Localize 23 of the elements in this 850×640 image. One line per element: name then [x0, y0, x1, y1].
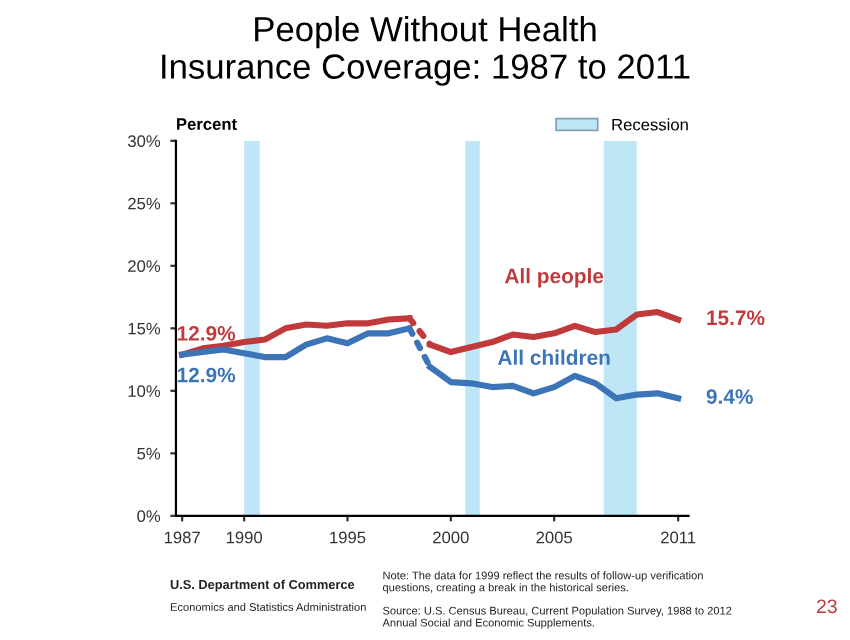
x-tick-label: 2000	[433, 531, 469, 544]
text: 23	[816, 599, 837, 614]
y-tick-label: 25%	[128, 197, 161, 210]
y-tick-label: 15%	[128, 322, 161, 335]
chart-title: People Without Health Insurance Coverage: 1987 to 2011	[162, 16, 690, 86]
legend-label: Recession	[612, 118, 688, 131]
x-tick-label: 1987	[164, 531, 200, 544]
y-tick-label: 30%	[127, 135, 161, 147]
data-label: 9.4%	[706, 389, 753, 404]
series-label: All children	[497, 349, 610, 365]
data-label: 12.9%	[177, 367, 236, 383]
y-tick-label: 10%	[128, 385, 161, 398]
series-label: All people	[504, 268, 604, 288]
x-tick-label: 1995	[330, 531, 366, 544]
y-axis-title: Percent	[177, 118, 237, 130]
y-tick-label: 0%	[137, 510, 161, 523]
data-label: 15.7%	[707, 310, 765, 326]
x-tick-label: 2005	[536, 531, 572, 544]
y-tick-label: 5%	[137, 447, 161, 460]
x-tick-label: 1990	[226, 531, 263, 544]
x-tick-label: 2011	[661, 531, 696, 544]
data-label: 12.9%	[177, 325, 236, 341]
y-tick-label: 20%	[128, 260, 161, 273]
